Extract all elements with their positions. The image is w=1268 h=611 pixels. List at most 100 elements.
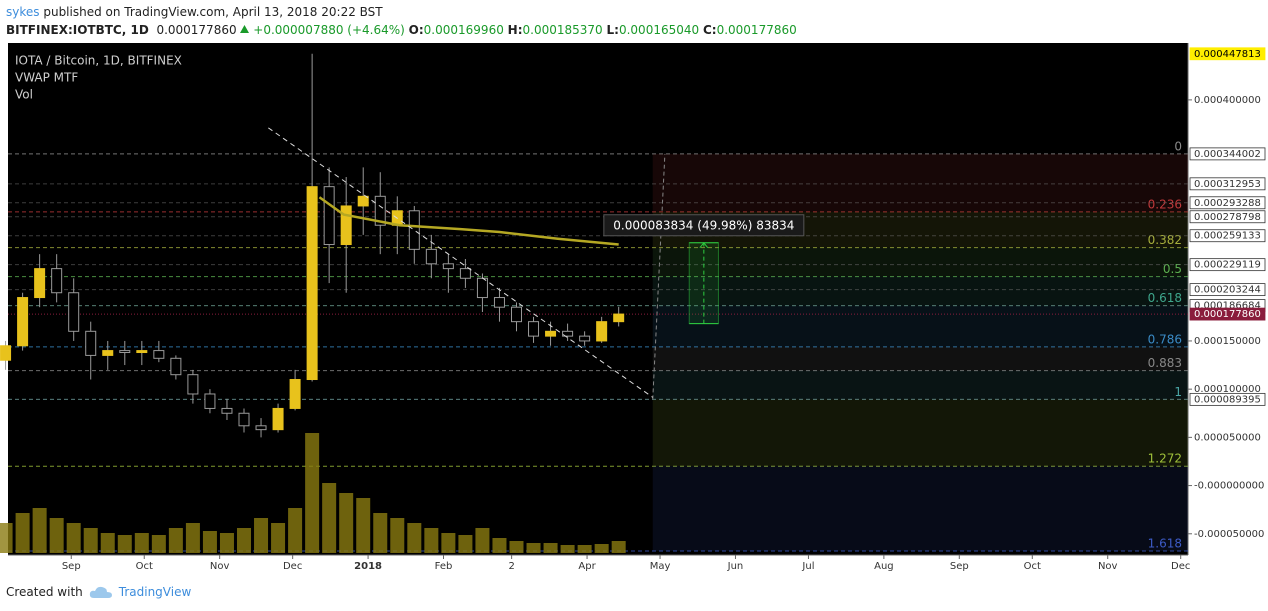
volume-bar bbox=[15, 513, 30, 553]
y-tick-label: 0.000100000 bbox=[1194, 384, 1261, 395]
legend-entry: VWAP MTF bbox=[15, 71, 78, 85]
volume-bar bbox=[66, 523, 81, 553]
volume-bar bbox=[356, 498, 371, 553]
volume-bar bbox=[271, 523, 286, 553]
y-tick-label: 0.000400000 bbox=[1194, 95, 1261, 106]
x-tick-label: Nov bbox=[210, 561, 230, 572]
x-tick-label: Dec bbox=[1171, 561, 1190, 572]
open: 0.000169960 bbox=[423, 23, 504, 37]
volume-bar bbox=[577, 545, 592, 553]
brand[interactable]: TradingView bbox=[118, 585, 192, 599]
price-label-bg bbox=[1189, 258, 1266, 272]
fib-ratio-label: 1 bbox=[1174, 385, 1182, 399]
x-tick-label: May bbox=[650, 561, 671, 572]
price-label: 0.000293288 bbox=[1194, 198, 1261, 209]
header-line: BITFINEX:IOTBTC, 1D 0.000177860 +0.00000… bbox=[6, 21, 797, 39]
fib-zone bbox=[652, 399, 1188, 467]
x-tick-label: Sep bbox=[950, 561, 969, 572]
volume-bar bbox=[475, 528, 490, 553]
fib-zone bbox=[652, 346, 1188, 371]
x-tick-label: Oct bbox=[136, 561, 153, 572]
fib-ratio-label: 0.786 bbox=[1148, 332, 1182, 346]
volume-bar bbox=[594, 544, 609, 553]
fib-ratio-label: 1.618 bbox=[1148, 537, 1182, 551]
volume-bar bbox=[100, 533, 115, 553]
fib-zone bbox=[652, 247, 1188, 277]
volume-bar bbox=[611, 541, 626, 553]
x-tick-label: Jun bbox=[727, 561, 744, 572]
candle-body bbox=[374, 195, 386, 226]
fib-zone bbox=[652, 153, 1188, 212]
measure-box bbox=[688, 242, 719, 325]
last: 0.000177860 bbox=[156, 23, 237, 37]
candle-body bbox=[442, 263, 454, 270]
price-label: 0.000089395 bbox=[1194, 394, 1261, 405]
x-tick-label: Feb bbox=[435, 561, 453, 572]
volume-bar bbox=[322, 483, 337, 553]
volume-bar bbox=[424, 528, 439, 553]
candle-body bbox=[170, 357, 182, 376]
volume-bar bbox=[526, 543, 541, 553]
close-label: C: bbox=[702, 23, 717, 37]
x-tick-label: 2018 bbox=[354, 561, 382, 572]
x-tick-label: Oct bbox=[1024, 561, 1041, 572]
candle-body bbox=[510, 306, 522, 323]
open-label: O: bbox=[408, 23, 424, 37]
volume-bar bbox=[373, 513, 388, 553]
candle-body bbox=[408, 210, 420, 250]
volume-bar bbox=[32, 508, 47, 553]
y-tick-label: -0.000050000 bbox=[1194, 529, 1264, 540]
fib-zone bbox=[652, 466, 1188, 552]
x-tick-label: Sep bbox=[62, 561, 81, 572]
published: published on TradingView.com, April 13, … bbox=[43, 5, 383, 19]
price-label: 0.000259133 bbox=[1194, 231, 1261, 242]
volume-bar bbox=[0, 523, 13, 553]
header: sykes published on TradingView.com, Apri… bbox=[6, 3, 797, 39]
candle-body bbox=[221, 407, 233, 414]
volume-bar bbox=[254, 518, 269, 553]
x-tick-label: 2 bbox=[508, 561, 514, 572]
volume-bar bbox=[202, 531, 217, 553]
candle-body bbox=[340, 205, 352, 246]
price-label: 0.000229119 bbox=[1194, 260, 1261, 271]
header-line: sykes published on TradingView.com, Apri… bbox=[6, 3, 797, 21]
candle-body bbox=[306, 186, 318, 381]
x-tick-label: Dec bbox=[283, 561, 302, 572]
price-label: 0.000203244 bbox=[1194, 285, 1261, 296]
price-label-bg bbox=[1189, 177, 1266, 191]
measure-arrow-head bbox=[699, 241, 709, 249]
layer: 0 0.236 0.382 0.5 0.618 0.786 0.883 1 1.272 1.618… bbox=[0, 47, 1266, 572]
legend-entry: Vol bbox=[15, 88, 33, 102]
fib-zone bbox=[652, 305, 1188, 347]
price-label: 0.000186684 bbox=[1194, 301, 1261, 312]
change: +0.000007880 (+4.64%) bbox=[253, 23, 405, 37]
candle-body bbox=[187, 374, 199, 395]
volume-bar bbox=[117, 535, 132, 553]
volume-bar bbox=[492, 538, 507, 553]
candle-body bbox=[136, 350, 148, 354]
fib-anchor-line bbox=[652, 153, 666, 400]
candle-body bbox=[0, 345, 12, 361]
price-label-bg bbox=[1189, 47, 1266, 61]
price-label: 0.000344002 bbox=[1194, 149, 1261, 160]
candle-body bbox=[357, 195, 369, 207]
low: 0.000165040 bbox=[618, 23, 700, 37]
low-label: L: bbox=[606, 23, 619, 37]
candle-body bbox=[425, 248, 437, 265]
candle-body bbox=[119, 350, 131, 354]
vwap-line bbox=[318, 196, 619, 246]
volume-bar bbox=[185, 523, 200, 553]
candle-body bbox=[459, 268, 471, 279]
candle-body bbox=[68, 292, 80, 332]
fib-ratio-label: 0.5 bbox=[1163, 262, 1182, 276]
candle-body bbox=[323, 186, 335, 246]
author: sykes bbox=[6, 5, 40, 19]
candle-body bbox=[85, 330, 97, 356]
candle-body bbox=[596, 321, 608, 342]
y-tick-label: 0.000050000 bbox=[1194, 432, 1261, 443]
candle-body bbox=[272, 407, 284, 431]
high: 0.000185370 bbox=[522, 23, 603, 37]
x-tick-label: Nov bbox=[1098, 561, 1118, 572]
measure-label-bg bbox=[603, 214, 805, 237]
